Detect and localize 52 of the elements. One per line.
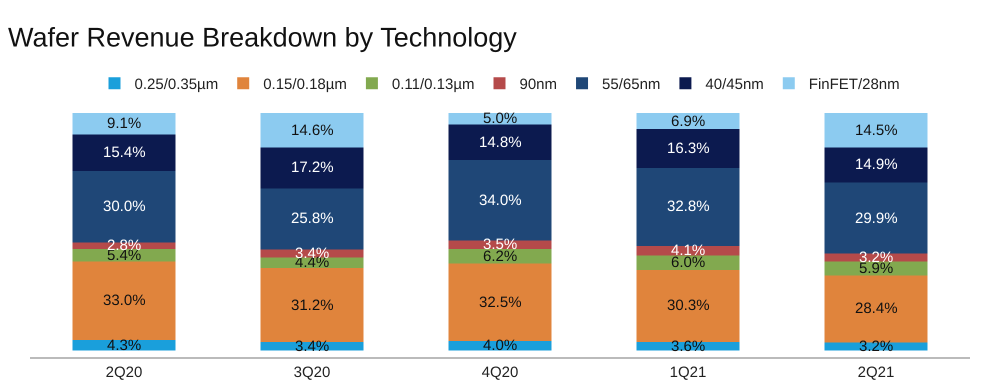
bar [824,147,928,183]
x-tick-label: 2Q20 [106,364,142,381]
bar [448,264,552,341]
legend-label: 40/45nm [705,76,764,94]
data-label: 6.0% [671,254,706,271]
data-label: 5.0% [483,110,518,127]
data-label: 28.4% [855,300,898,317]
data-label: 25.8% [291,210,334,227]
bar [72,134,176,172]
data-label: 6.9% [671,113,706,130]
x-tick-label: 2Q21 [858,364,894,381]
legend-label: 90nm [520,76,558,94]
bar [260,268,364,342]
data-label: 34.0% [479,192,522,209]
bar [448,124,552,160]
data-label: 4.0% [483,337,518,354]
data-label: 16.3% [667,140,710,157]
data-label: 30.0% [103,198,146,215]
data-label: 17.2% [291,159,334,176]
data-label: 14.5% [855,122,898,139]
data-label: 6.2% [483,248,518,265]
data-label: 32.8% [667,198,710,215]
bar [72,262,176,340]
legend-label: 0.11/0.13µm [392,76,474,94]
data-label: 32.5% [479,294,522,311]
legend-label: FinFET/28nm [808,76,900,94]
data-label: 14.9% [855,156,898,173]
bar [636,129,740,168]
bar [824,112,928,148]
bar [72,112,176,134]
legend-label: 55/65nm [602,76,660,94]
data-label: 33.0% [103,292,146,309]
bar [260,148,364,188]
data-label: 31.2% [291,297,334,314]
x-tick-label: 4Q20 [482,364,518,381]
bar [636,270,740,342]
bar [260,112,364,148]
data-label: 29.9% [855,210,898,227]
x-tick-label: 3Q20 [294,364,330,381]
legend-label: 0.25/0.35µm [134,76,218,94]
data-label: 15.4% [103,144,146,161]
bar [636,168,740,246]
data-label: 4.3% [107,337,142,354]
data-label: 9.1% [107,115,142,132]
chart-title: Wafer Revenue Breakdown by Technology [8,22,518,52]
bar [636,256,740,270]
data-label: 30.3% [667,297,710,314]
legend-label: 0.15/0.18µm [263,76,347,94]
bar [824,254,928,262]
data-label: 14.8% [479,134,522,151]
x-tick-label: 1Q21 [670,364,706,381]
data-label: 14.6% [291,122,334,139]
